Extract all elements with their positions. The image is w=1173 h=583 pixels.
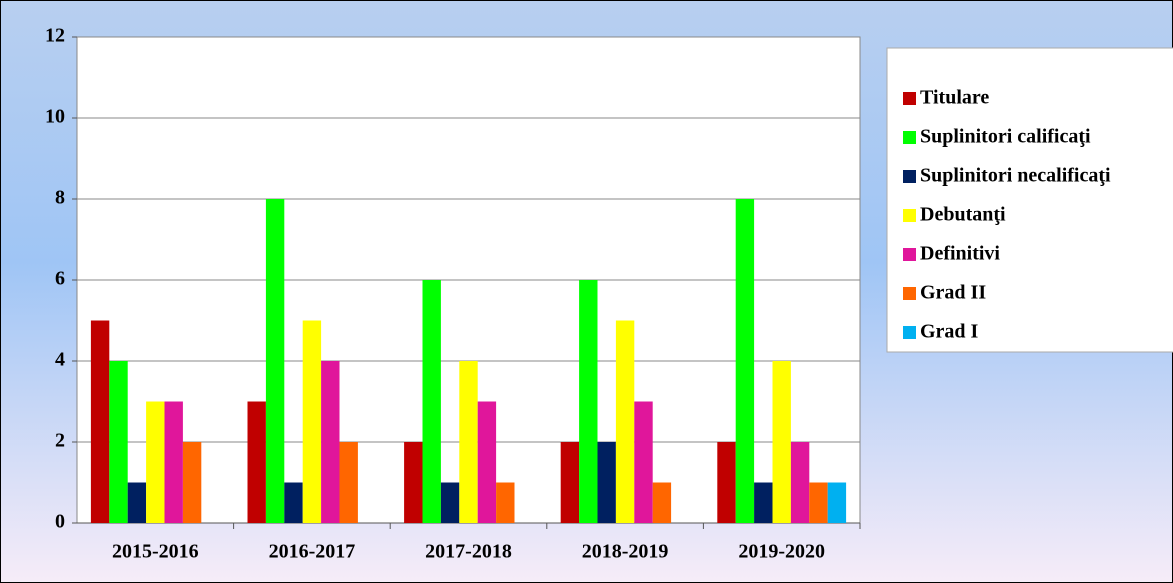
legend-label: Grad I xyxy=(920,321,979,343)
bar xyxy=(339,442,358,523)
bar xyxy=(164,401,183,523)
legend-label: Definitivi xyxy=(920,243,1000,265)
bar xyxy=(717,442,736,523)
y-tick-label: 0 xyxy=(55,511,65,533)
bar xyxy=(652,482,672,523)
bar xyxy=(265,199,285,523)
y-tick-label: 10 xyxy=(45,106,65,128)
legend-swatch xyxy=(903,248,916,261)
y-tick-label: 6 xyxy=(55,268,65,290)
legend-swatch xyxy=(903,92,916,105)
legend-swatch xyxy=(903,287,916,300)
bar xyxy=(597,442,616,523)
bar xyxy=(146,401,165,523)
x-tick-label: 2018-2019 xyxy=(582,541,669,563)
bar xyxy=(440,482,460,523)
bar xyxy=(302,320,322,523)
y-tick-label: 4 xyxy=(55,349,65,371)
bar xyxy=(827,482,847,523)
bar xyxy=(422,280,441,523)
bar xyxy=(772,361,791,523)
legend-label: Grad II xyxy=(920,282,986,304)
legend-label: Debutanţi xyxy=(920,204,1006,226)
bar xyxy=(634,401,653,523)
bar xyxy=(459,361,478,523)
legend-label: Titulare xyxy=(920,87,989,109)
bar xyxy=(477,401,497,523)
bar xyxy=(790,442,810,523)
legend-label: Suplinitori necalificaţi xyxy=(920,165,1111,187)
legend-swatch xyxy=(903,170,916,183)
x-tick-label: 2019-2020 xyxy=(738,541,825,563)
x-tick-label: 2016-2017 xyxy=(269,541,356,563)
bar xyxy=(754,482,773,523)
bar xyxy=(560,442,580,523)
bar xyxy=(321,361,340,523)
legend-box xyxy=(886,47,1173,353)
y-tick-label: 8 xyxy=(55,187,65,209)
bar xyxy=(615,320,635,523)
bar xyxy=(404,442,423,523)
x-tick-label: 2015-2016 xyxy=(112,541,199,563)
bar xyxy=(496,482,515,523)
bar xyxy=(284,482,303,523)
bar xyxy=(182,442,202,523)
y-tick-label: 2 xyxy=(55,430,65,452)
bar xyxy=(579,280,598,523)
bar xyxy=(127,482,147,523)
bar xyxy=(247,401,266,523)
legend-swatch xyxy=(903,131,916,144)
bar xyxy=(809,482,828,523)
x-tick-label: 2017-2018 xyxy=(425,541,512,563)
bar xyxy=(90,320,110,523)
legend-swatch xyxy=(903,209,916,222)
bar xyxy=(109,361,128,523)
bar xyxy=(735,199,755,523)
legend-swatch xyxy=(903,326,916,339)
legend-label: Suplinitori calificaţi xyxy=(920,126,1091,148)
y-tick-label: 12 xyxy=(45,25,65,47)
